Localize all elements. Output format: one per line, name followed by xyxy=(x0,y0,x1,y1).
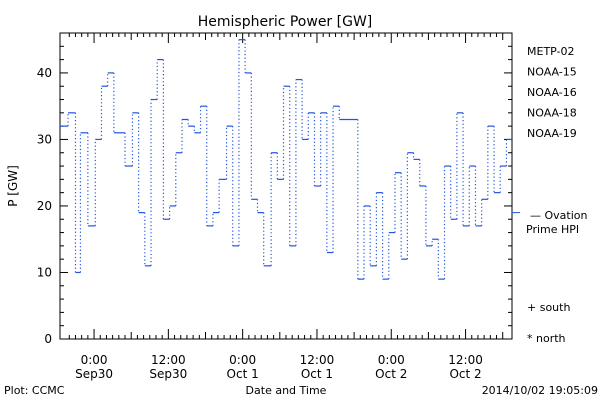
legend-marker-north: * north xyxy=(527,332,566,345)
plot-frame xyxy=(59,32,513,340)
legend: METP-02 NOAA-15 NOAA-16 NOAA-18 NOAA-19 — Ov… xyxy=(512,45,588,345)
footer-timestamp: 2014/10/02 19:05:09 xyxy=(482,384,598,397)
legend-item-noaa-16: NOAA-16 xyxy=(527,86,577,99)
x-tick-label-time: 0:00 xyxy=(229,353,256,367)
y-tick-label: 40 xyxy=(37,66,52,80)
chart-title: Hemispheric Power [GW] xyxy=(198,14,373,30)
x-tick-label-date: Oct 2 xyxy=(449,367,481,381)
x-axis-label: Date and Time xyxy=(246,384,327,397)
x-tick-label-time: 12:00 xyxy=(151,353,186,367)
legend-item-noaa-18: NOAA-18 xyxy=(527,107,577,120)
footer-plot-credit: Plot: CCMC xyxy=(4,384,65,397)
y-tick-label: 20 xyxy=(37,199,52,213)
y-tick-label: 10 xyxy=(37,265,52,279)
y-axis-label: P [GW] xyxy=(6,165,20,207)
x-tick-label-date: Oct 2 xyxy=(375,367,407,381)
x-tick-label-time: 0:00 xyxy=(81,353,108,367)
series-layer xyxy=(60,39,512,280)
ovation-label-line2: Prime HPI xyxy=(526,223,579,236)
legend-satellites: METP-02 NOAA-15 NOAA-16 NOAA-18 NOAA-19 xyxy=(527,45,577,140)
legend-item-metp-02: METP-02 xyxy=(527,45,575,58)
series-noaa-15 xyxy=(60,39,512,280)
y-axis: 0 10 20 30 40 xyxy=(37,32,512,346)
y-tick-label: 0 xyxy=(44,332,52,346)
x-tick-label-date: Oct 1 xyxy=(301,367,333,381)
legend-item-noaa-19: NOAA-19 xyxy=(527,127,577,140)
x-tick-label-time: 12:00 xyxy=(448,353,483,367)
ovation-label-line1: — Ovation xyxy=(530,209,588,222)
legend-item-noaa-15: NOAA-15 xyxy=(527,66,577,79)
x-tick-label-time: 0:00 xyxy=(378,353,405,367)
x-tick-label-time: 12:00 xyxy=(300,353,335,367)
legend-marker-south: + south xyxy=(527,301,570,314)
legend-markers: + south * north xyxy=(527,301,570,345)
y-tick-label: 30 xyxy=(37,132,52,146)
x-tick-label-date: Sep30 xyxy=(149,367,187,381)
x-tick-label-date: Sep30 xyxy=(75,367,113,381)
x-tick-label-date: Oct 1 xyxy=(227,367,259,381)
